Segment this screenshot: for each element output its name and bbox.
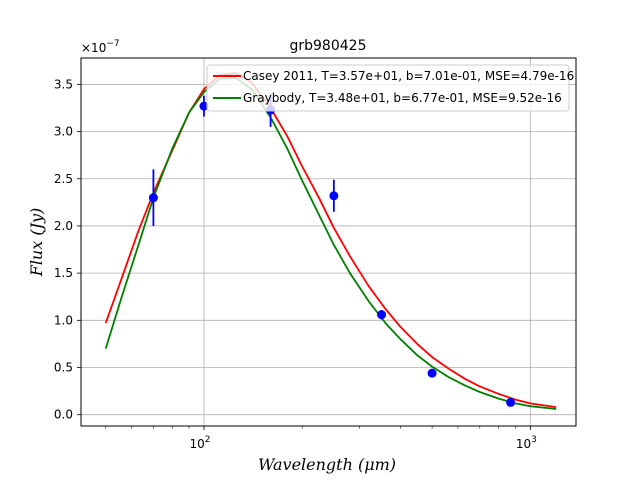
y-axis-ticks: 0.0 0.5 1.0 1.5 2.0 2.5 3.0 3.5 (54, 77, 81, 422)
x-axis-ticks: 102 103 (105, 426, 537, 451)
data-point-6 (506, 397, 516, 407)
fit-curves (104, 72, 557, 410)
y-tick-label-5: 2.5 (54, 172, 73, 186)
data-point-3 (329, 191, 339, 201)
y-tick-label-2: 1.0 (54, 313, 73, 327)
y-tick-label-6: 3.0 (54, 125, 73, 139)
x-tick-label-0: 102 (189, 435, 210, 451)
x-tick-label-1: 103 (516, 435, 537, 451)
data-point-0 (148, 193, 158, 203)
x-axis-label: Wavelength (μm) (258, 455, 396, 474)
legend-label-casey: Casey 2011, T=3.57e+01, b=7.01e-01, MSE=… (243, 69, 574, 83)
data-point-4 (377, 310, 387, 320)
fit-curve-1 (104, 76, 557, 410)
y-tick-label-3: 1.5 (54, 266, 73, 280)
plot-frame (80, 57, 577, 427)
y-axis-label: Flux (Jy) (27, 208, 46, 278)
chart-title: grb980425 (290, 38, 367, 54)
legend-box (206, 64, 570, 112)
y-tick-label-7: 3.5 (54, 77, 73, 91)
legend: Casey 2011, T=3.57e+01, b=7.01e-01, MSE=… (206, 64, 574, 112)
y-offset-label: ×10−7 (81, 39, 120, 55)
y-tick-label-1: 0.5 (54, 360, 73, 374)
data-point-1 (199, 101, 209, 111)
y-tick-label-4: 2.0 (54, 219, 73, 233)
data-point-5 (427, 368, 437, 378)
legend-label-graybody: Graybody, T=3.48e+01, b=6.77e-01, MSE=9.… (243, 91, 562, 105)
grid-lines (81, 58, 576, 426)
y-tick-label-0: 0.0 (54, 408, 73, 422)
